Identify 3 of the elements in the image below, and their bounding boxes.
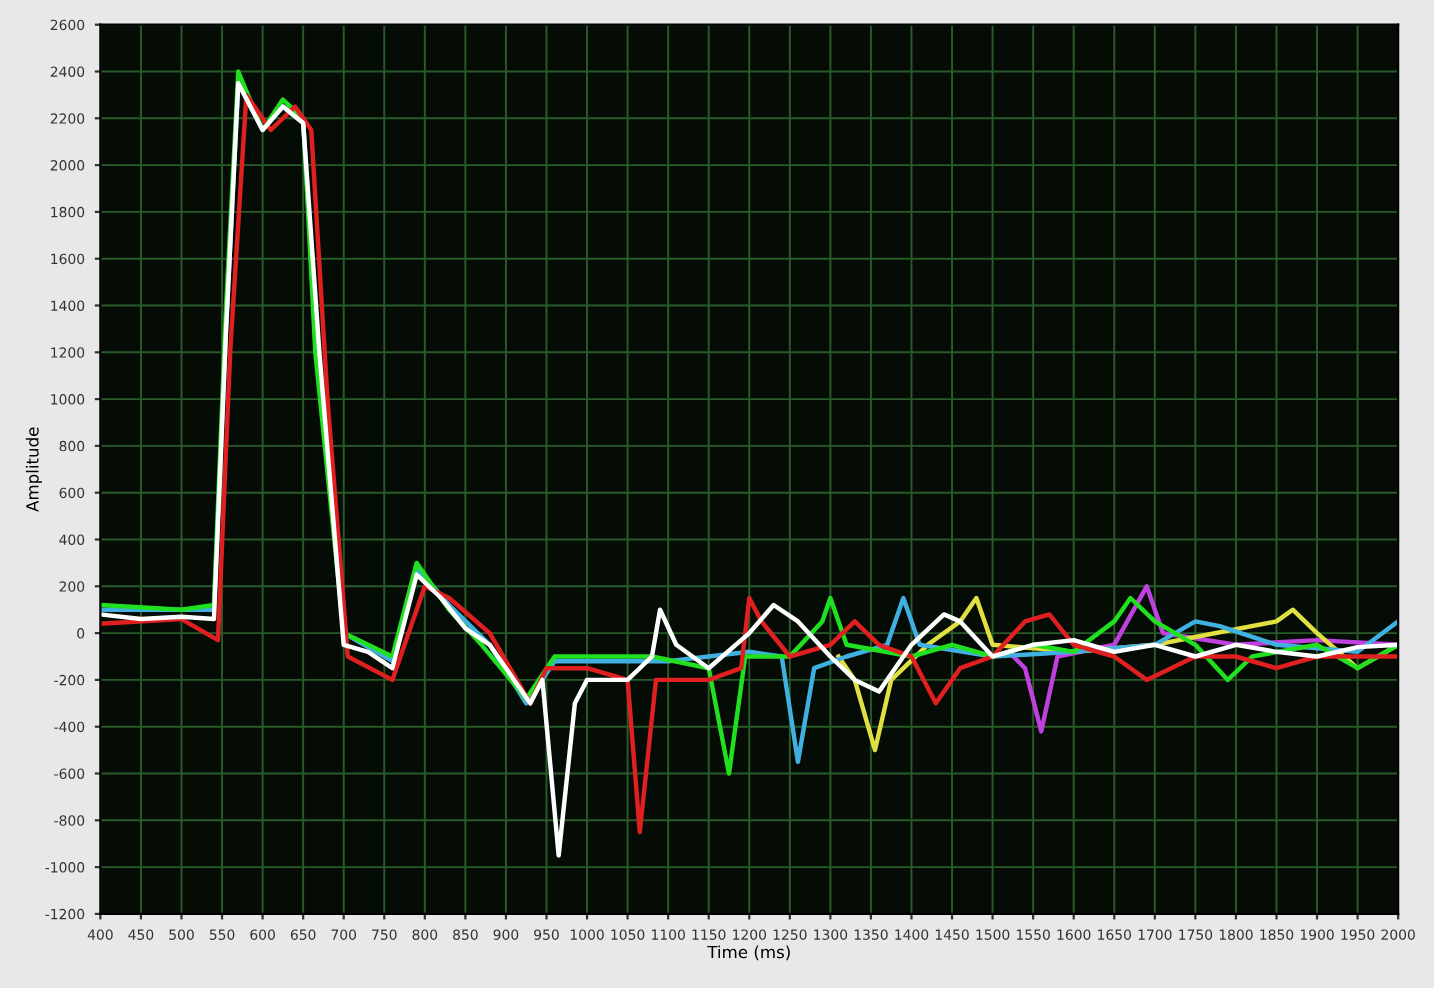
x-axis-title: Time (ms) xyxy=(707,945,790,961)
y-axis-title: Amplitude xyxy=(25,427,42,512)
line-series xyxy=(1006,584,1399,734)
